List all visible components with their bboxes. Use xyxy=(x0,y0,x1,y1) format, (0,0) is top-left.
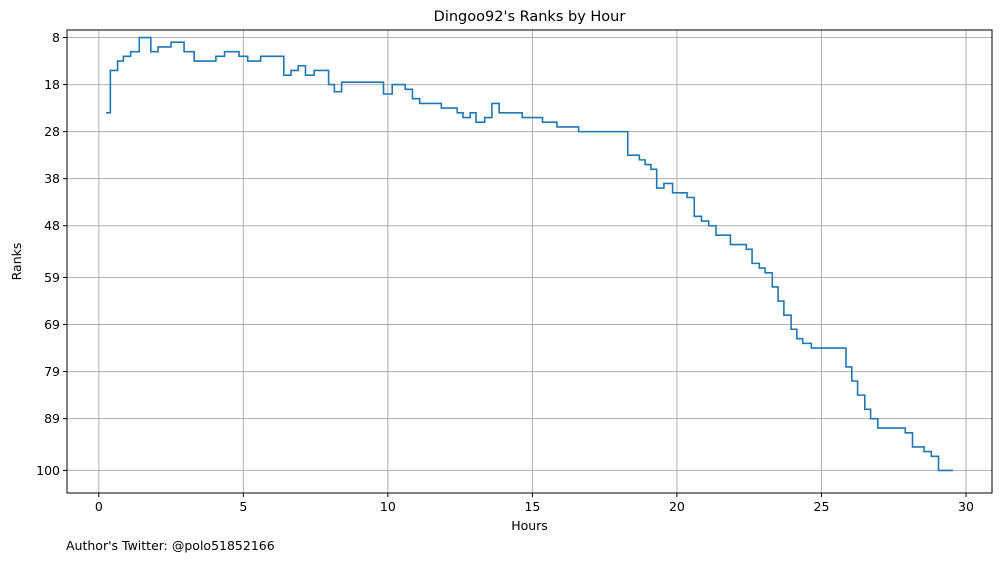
plot-frame xyxy=(66,29,993,494)
x-axis-label: Hours xyxy=(511,518,548,533)
x-tick-label: 30 xyxy=(958,499,974,514)
x-tick-label: 15 xyxy=(524,499,540,514)
y-tick-label: 69 xyxy=(44,317,60,332)
rank-step-line xyxy=(106,36,953,472)
y-tick-label: 48 xyxy=(44,218,60,233)
chart-title: Dingoo92's Ranks by Hour xyxy=(434,9,626,25)
author-footnote: Author's Twitter: @polo51852166 xyxy=(66,538,275,553)
y-tick-label: 89 xyxy=(44,411,60,426)
y-tick-label: 79 xyxy=(44,364,60,379)
x-tick-label: 20 xyxy=(669,499,685,514)
y-tick-label: 18 xyxy=(44,77,60,92)
axes-ticks: 0 5 10 15 20 25 30 8 18 28 38 48 59 69 79 89 100 xyxy=(36,30,974,514)
x-tick-label: 25 xyxy=(814,499,830,514)
x-tick-label: 10 xyxy=(380,499,396,514)
y-tick-label: 28 xyxy=(44,124,60,139)
x-tick-label: 0 xyxy=(95,499,103,514)
y-tick-label: 100 xyxy=(36,463,60,478)
y-axis-label: Ranks xyxy=(9,243,24,281)
plot-area xyxy=(106,36,953,472)
y-tick-label: 8 xyxy=(52,30,60,45)
y-tick-label: 59 xyxy=(44,270,60,285)
x-tick-label: 5 xyxy=(239,499,247,514)
grid xyxy=(67,30,992,493)
y-tick-label: 38 xyxy=(44,171,60,186)
